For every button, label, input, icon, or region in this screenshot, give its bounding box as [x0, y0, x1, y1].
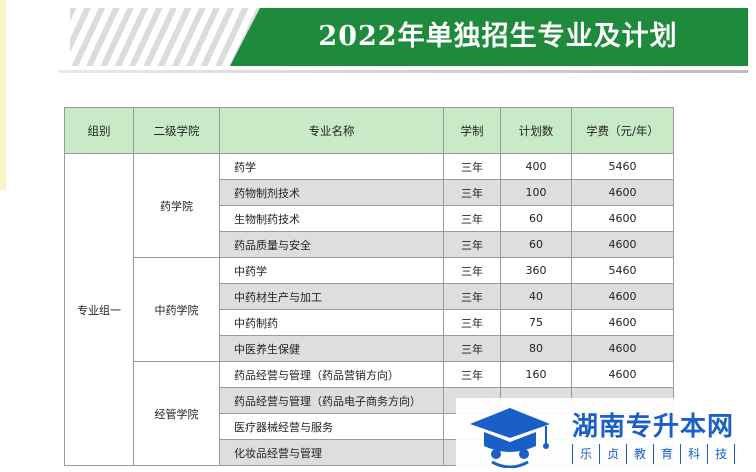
years-cell: 三年 [443, 205, 501, 232]
major-cell: 药物制剂技术 [219, 179, 444, 206]
major-cell: 中药制药 [219, 309, 444, 336]
plan-cell: 360 [500, 257, 572, 284]
header-major: 专业名称 [219, 107, 444, 154]
years-cell: 三年 [443, 153, 501, 180]
fee-cell: 5460 [571, 257, 674, 284]
college-cell: 经管学院 [133, 361, 220, 466]
group-cell: 专业组一 [64, 153, 134, 466]
college-cell: 中药学院 [133, 257, 220, 362]
years-cell: 三年 [443, 283, 501, 310]
years-cell: 三年 [443, 179, 501, 206]
major-cell: 药品质量与安全 [219, 231, 444, 258]
table-row: 中药学院 中药学 三年 360 5460 [65, 257, 674, 362]
table-row: 中医养生保健 三年 80 4600 [65, 335, 674, 362]
header-fee: 学费（元/年） [571, 107, 674, 154]
major-cell: 药品经营与管理（药品营销方向） [219, 361, 444, 388]
fee-cell: 4600 [571, 231, 674, 258]
fee-cell: 4600 [571, 205, 674, 232]
tagline-char: 科 [680, 444, 707, 464]
fee-cell: 4600 [571, 283, 674, 310]
watermark-site-name: 湖南专升本网 [572, 412, 735, 442]
table-header-row: 组别 二级学院 专业名称 学制 计划数 学费（元/年） [64, 107, 674, 154]
page-title: 2022年单独招生专业及计划 [318, 21, 678, 52]
plan-cell: 400 [500, 153, 572, 180]
fee-cell: 4600 [571, 179, 674, 206]
years-cell: 三年 [443, 335, 501, 362]
years-cell: 三年 [443, 257, 501, 284]
plan-cell: 160 [500, 361, 572, 388]
table-row: 药品质量与安全 三年 60 4600 [65, 231, 674, 258]
banner-green-block [230, 8, 748, 66]
major-cell: 中药材生产与加工 [219, 283, 444, 310]
graduation-cap-icon [470, 408, 550, 468]
banner-underline [58, 70, 748, 73]
major-cell: 中医养生保健 [219, 335, 444, 362]
major-cell: 医疗器械经营与服务 [219, 413, 444, 440]
years-cell: 三年 [443, 231, 501, 258]
fee-cell: 4600 [571, 361, 674, 388]
fee-cell: 5460 [571, 153, 674, 180]
major-cell: 化妆品经营与管理 [219, 439, 444, 466]
college-cell: 药学院 [133, 153, 220, 258]
table-row: 生物制药技术 三年 60 4600 [65, 205, 674, 232]
table-row: 专业组一 药学院 药学 三年 400 5460 [64, 153, 674, 466]
plan-cell: 80 [500, 335, 572, 362]
header-plan: 计划数 [500, 107, 572, 154]
major-cell: 生物制药技术 [219, 205, 444, 232]
table-row: 中药材生产与加工 三年 40 4600 [65, 283, 674, 310]
plan-cell: 75 [500, 309, 572, 336]
plan-cell: 60 [500, 205, 572, 232]
plan-cell: 40 [500, 283, 572, 310]
header-college: 二级学院 [133, 107, 220, 154]
major-cell: 药品经营与管理（药品电子商务方向） [219, 387, 444, 414]
tagline-char: 技 [707, 444, 736, 464]
enrollment-plan-table: 组别 二级学院 专业名称 学制 计划数 学费（元/年） 专业组一 药学院 药学 … [64, 107, 674, 466]
plan-cell: 60 [500, 231, 572, 258]
header-group: 组别 [64, 107, 134, 154]
plan-cell: 100 [500, 179, 572, 206]
table-row: 经管学院 药品经营与管理（药品营销方向） 三年 160 4600 [65, 361, 674, 466]
watermark-tagline: 乐 贞 教 育 科 技 [572, 444, 736, 464]
header-years: 学制 [443, 107, 501, 154]
major-cell: 中药学 [219, 257, 444, 284]
years-cell: 三年 [443, 309, 501, 336]
table-row: 药物制剂技术 三年 100 4600 [65, 179, 674, 206]
tagline-char: 育 [653, 444, 680, 464]
years-cell: 三年 [443, 361, 501, 388]
tagline-char: 教 [626, 444, 653, 464]
fee-cell: 4600 [571, 335, 674, 362]
tagline-char: 贞 [599, 444, 626, 464]
fee-cell: 4600 [571, 309, 674, 336]
major-cell: 药学 [219, 153, 444, 180]
left-edge-strip [0, 0, 6, 190]
tagline-char: 乐 [572, 444, 599, 464]
site-watermark: 湖南专升本网 乐 贞 教 育 科 技 [456, 398, 756, 472]
title-banner: 2022年单独招生专业及计划 [58, 8, 748, 73]
